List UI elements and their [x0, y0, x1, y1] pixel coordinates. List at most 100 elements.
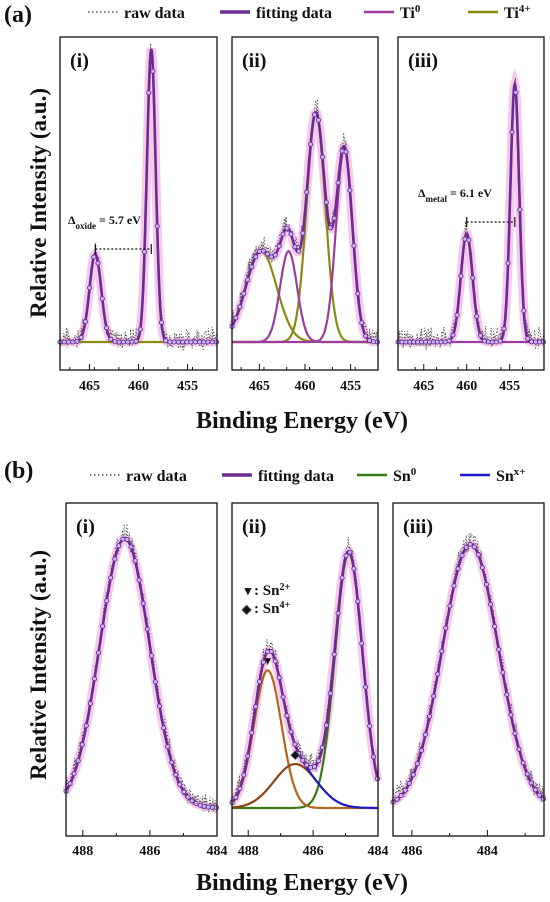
fit-point [331, 215, 337, 221]
fit-point [367, 723, 373, 729]
fit-point [292, 244, 298, 250]
fit-point [272, 658, 278, 664]
fit-point [327, 690, 333, 696]
subplot-frame [231, 502, 379, 837]
fit-point [79, 742, 85, 748]
legend-marker-sup: 2+ [279, 582, 290, 593]
fit-point [152, 679, 158, 685]
legend-entry-fitting: fitting data [258, 468, 334, 485]
delta-annotation-sub: oxide [76, 221, 97, 231]
fit-point [359, 320, 365, 326]
legend-entry-sup: x+ [514, 466, 526, 478]
legend-entry-sup: 0 [415, 3, 421, 15]
fit-point [95, 650, 102, 656]
legend-entry-snx: Snx+ [496, 466, 526, 485]
x-tick-label: 465 [79, 379, 100, 394]
fit-point [87, 700, 93, 707]
fit-point [276, 243, 282, 249]
fit-point [463, 544, 469, 550]
fit-point [335, 180, 341, 186]
x-axis-label: Binding Energy (eV) [196, 870, 408, 896]
fit-point [315, 117, 322, 123]
x-tick-label: 455 [177, 379, 198, 394]
legend-entry-dotted: raw data [124, 5, 185, 22]
legend-entry-ti4: Ti4+ [504, 3, 531, 22]
fit-point [189, 798, 195, 804]
fit-point [536, 792, 542, 798]
peak-marker: ◆ [290, 749, 300, 761]
fit-point [323, 199, 329, 205]
subplot-frame [65, 502, 218, 837]
fit-point [237, 304, 243, 310]
x-tick-label: 486 [303, 844, 324, 859]
fit-point [184, 339, 190, 345]
legend-entry-sup: 4+ [519, 3, 531, 15]
fit-point [525, 336, 531, 342]
fit-point [272, 252, 278, 258]
fit-point [435, 671, 441, 677]
fit-point [67, 781, 73, 787]
fit-point [343, 149, 349, 155]
fit-point [520, 760, 526, 766]
fit-point [500, 669, 506, 676]
fit-point [120, 536, 126, 542]
fit-point [410, 772, 416, 778]
fit-point [71, 771, 77, 777]
fit-point [398, 792, 404, 799]
fit-point [141, 249, 148, 255]
fit-point [284, 225, 290, 231]
subplot-label: (ii) [242, 516, 266, 538]
fit-point [120, 339, 126, 345]
fit-point [402, 787, 408, 793]
fit-point [256, 679, 263, 685]
y-axis-label: Relative Intensity (a.u.) [26, 88, 51, 318]
subplot-label: (i) [76, 516, 95, 538]
fit-point [327, 225, 333, 231]
legend-entry-dotted: raw data [126, 468, 187, 485]
fit-point [185, 794, 191, 800]
fit-point [192, 339, 198, 345]
fit-point [180, 339, 186, 345]
fit-point [245, 277, 251, 283]
fit-point [455, 566, 461, 572]
x-tick-label: 484 [368, 844, 389, 859]
x-tick-label: 455 [499, 379, 520, 394]
fit-point [241, 291, 247, 297]
fit-point [280, 231, 286, 237]
fit-point [91, 254, 97, 260]
fit-point [108, 336, 114, 342]
fit-point [343, 553, 349, 559]
fit-point [100, 623, 106, 629]
subplot-label: (i) [70, 50, 89, 72]
fit-point [260, 659, 266, 665]
fit-point [209, 339, 215, 345]
y-axis-label: Relative Intensity (a.u.) [26, 550, 51, 780]
fit-point [292, 741, 298, 747]
legend-marker-label: : Sn2+ [254, 582, 290, 600]
fit-point [288, 231, 294, 237]
fit-point [196, 339, 203, 345]
fit-point [447, 603, 453, 609]
fit-point [347, 187, 353, 193]
fit-point [173, 772, 179, 778]
fit-point [474, 313, 480, 319]
delta-annotation-value: = 6.1 eV [447, 186, 492, 200]
fit-point [483, 581, 490, 587]
fit-point [304, 189, 310, 195]
fit-point [496, 646, 502, 653]
fit-point [451, 583, 457, 589]
fit-point [296, 751, 302, 757]
fit-point [351, 243, 357, 249]
panel-label: (a) [4, 2, 32, 28]
fit-point [154, 223, 160, 229]
subplot-1: (i) 465 460 455 Δoxide = 5.7 eV [57, 36, 219, 394]
fit-point [205, 339, 211, 345]
fit-point [201, 803, 207, 809]
fit-point [95, 260, 101, 266]
subplot-frame [392, 502, 545, 837]
fit-point [99, 296, 105, 302]
fit-point [414, 761, 420, 767]
panel-b: (b) Relative Intensity (a.u.) Binding Ener… [4, 458, 547, 896]
fit-point [459, 552, 465, 559]
fit-point [363, 333, 369, 339]
